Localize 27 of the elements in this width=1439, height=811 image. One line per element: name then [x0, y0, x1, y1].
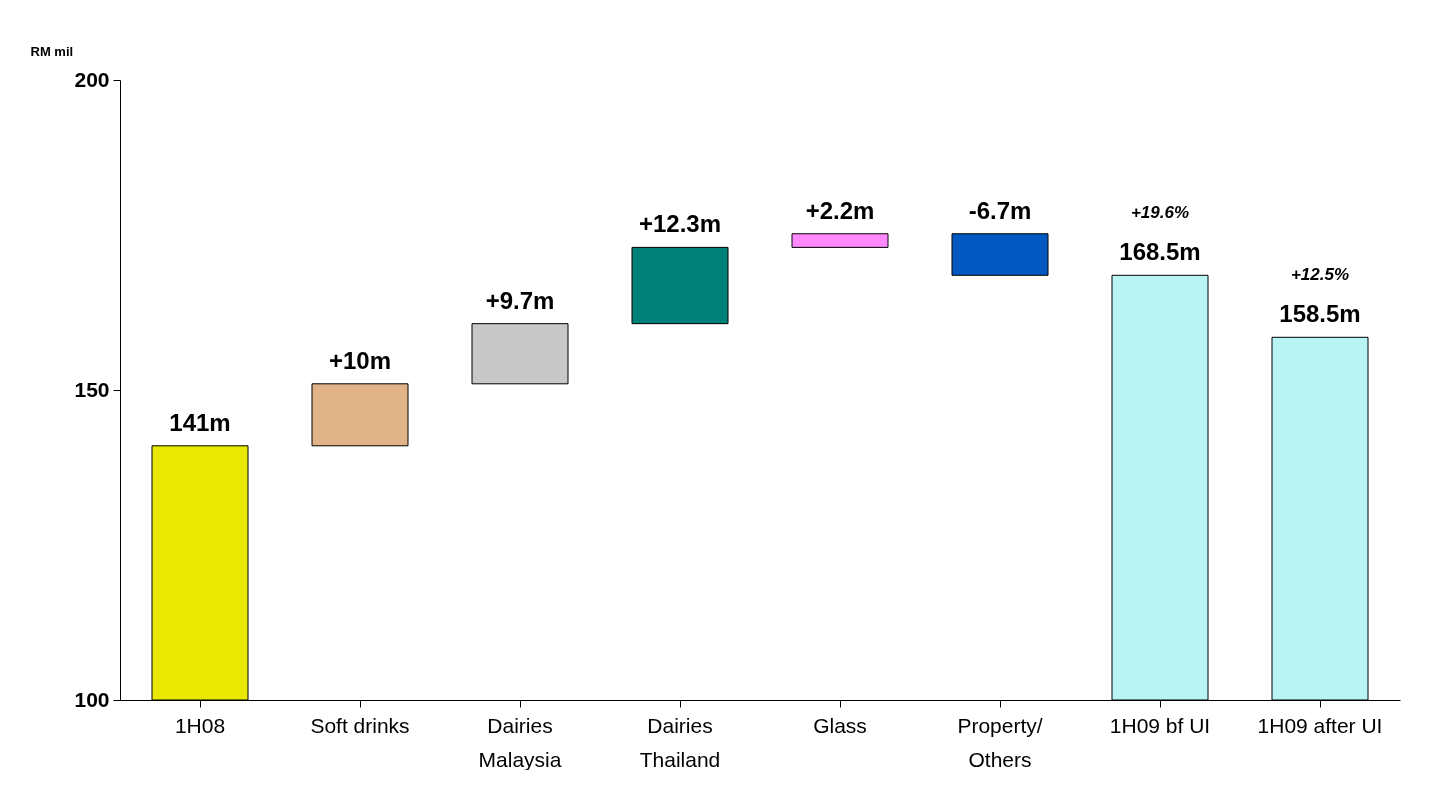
data-label: +12.3m [638, 210, 722, 238]
bar [951, 233, 1049, 276]
y-tick-label: 200 [74, 67, 110, 91]
data-label: +2.2m [805, 196, 875, 224]
data-label: 158.5m [1279, 300, 1361, 328]
annotation: +19.6% [1130, 203, 1190, 223]
data-label: 168.5m [1119, 238, 1201, 266]
data-label: 141m [169, 408, 231, 436]
data-label: -6.7m [968, 196, 1032, 224]
x-tick-label: Glass [813, 713, 867, 737]
x-tick-label: 1H09 bf UI [1109, 713, 1211, 737]
bar [311, 383, 409, 447]
annotation: +12.5% [1290, 265, 1350, 285]
data-label: +10m [328, 346, 392, 374]
x-tick-label: Soft drinks [310, 713, 410, 737]
x-tick-label: 1H08 [174, 713, 226, 737]
bar [471, 323, 569, 385]
x-tick-label: Dairies Malaysia [478, 713, 562, 771]
y-tick-label: 100 [74, 687, 110, 711]
x-tick-label: Dairies Thailand [639, 713, 721, 771]
bar [631, 246, 729, 325]
y-tick-label: 150 [74, 377, 110, 401]
x-tick-label: 1H09 after UI [1257, 713, 1383, 737]
y-axis-title: RM mil [30, 43, 74, 59]
data-label: +9.7m [485, 286, 555, 314]
bar [791, 233, 889, 248]
x-tick-label: Property/ Others [957, 713, 1043, 771]
